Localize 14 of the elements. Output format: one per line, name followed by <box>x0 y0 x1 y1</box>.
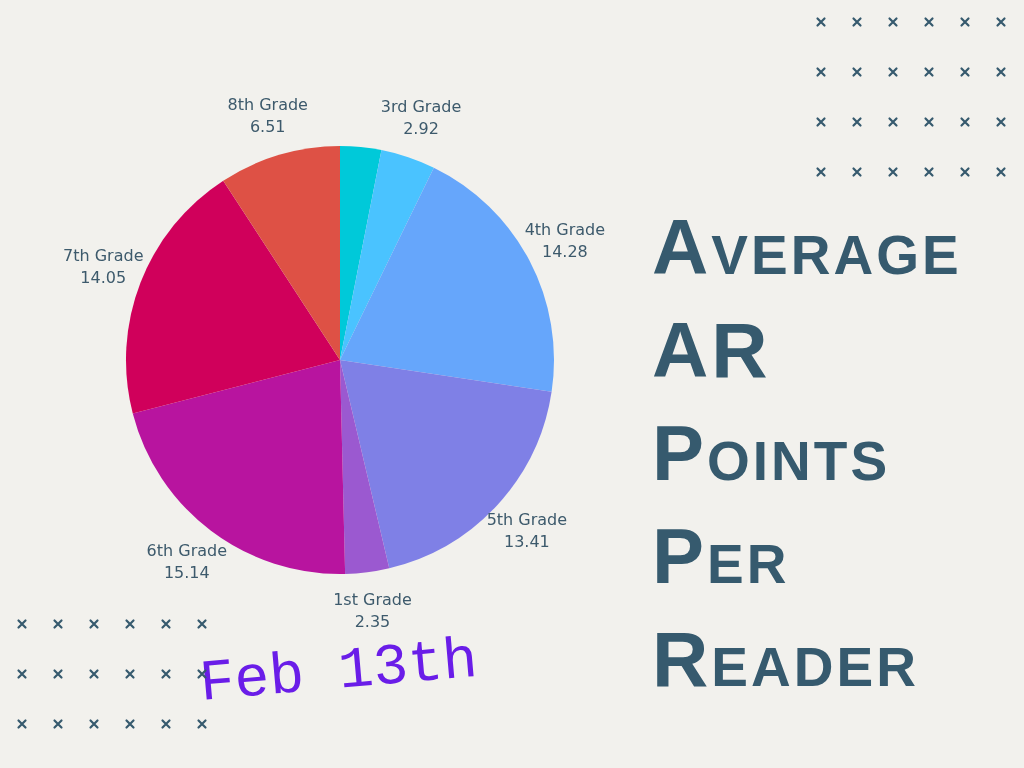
data-label: 15.14 <box>163 562 210 582</box>
text: Average AR Points Per Reader <box>652 202 963 705</box>
slice-label: 8th Grade <box>227 94 308 114</box>
slice-label: 4th Grade <box>524 220 606 240</box>
slice-label: 7th Grade <box>63 246 144 266</box>
slice-label: 1st Grade <box>333 590 412 610</box>
data-label: 14.05 <box>80 268 127 288</box>
slice-label: 6th Grade <box>146 540 228 560</box>
data-label: 14.28 <box>541 242 588 262</box>
data-label: 2.92 <box>403 119 439 139</box>
slice-label: 5th Grade <box>486 510 568 530</box>
data-label: 13.41 <box>503 532 550 552</box>
data-label: 6.51 <box>249 116 286 136</box>
slice-label: 3rd Grade <box>380 97 462 117</box>
